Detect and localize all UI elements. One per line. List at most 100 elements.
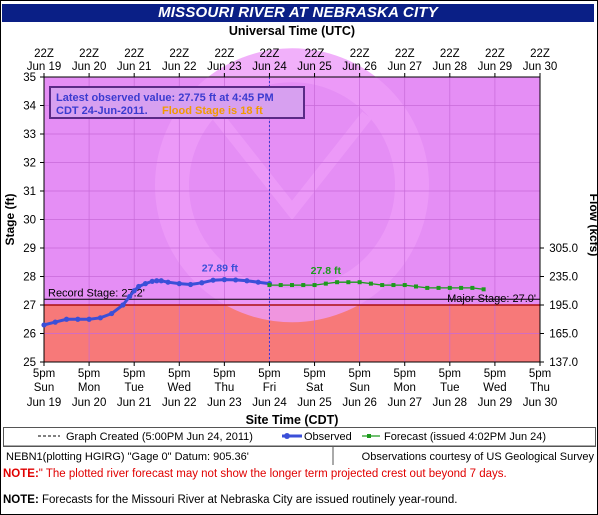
observed-point [131,288,137,294]
bottom-tick-label: 5pm [529,368,551,380]
bottom-tick-label: Jun 20 [72,397,107,409]
bottom-tick-label: 5pm [258,368,280,380]
forecast-point [402,283,407,288]
observed-point [233,277,239,283]
top-tick-label: 22Z [214,48,234,60]
y-tick-label: 25 [23,357,36,369]
bottom-tick-label: 5pm [213,368,235,380]
observed-point [158,278,164,284]
legend-observed-marker [284,433,290,439]
observed-point [199,280,205,286]
note-label: NOTE: [3,468,39,480]
bottom-tick-label: Sun [349,382,369,394]
top-tick-label: Jun 26 [342,61,377,73]
note-label: NOTE: [3,494,39,506]
legend-forecast-marker [367,434,371,438]
bottom-tick-label: Jun 29 [478,397,513,409]
top-tick-label: 22Z [530,48,550,60]
top-tick-label: Jun 28 [433,61,468,73]
bottom-tick-label: Jun 26 [342,397,377,409]
bottom-tick-label: Mon [394,382,416,394]
bottom-tick-label: Jun 23 [207,397,242,409]
y2-axis-title: Flow (kcfs) [587,194,598,257]
major-stage-label: Major Stage: 27.0' [447,293,536,305]
top-tick-label: 22Z [260,48,280,60]
forecast-point [481,287,486,292]
forecast-point [380,283,385,288]
observed-point [136,283,142,290]
top-tick-label: 22Z [34,48,54,60]
observed-peak-label: 27.89 ft [202,263,239,275]
forecast-point [447,285,452,290]
top-tick-label: Jun 23 [207,61,242,73]
y2-tick-label: 165.0 [549,329,578,341]
top-tick-label: Jun 29 [478,61,513,73]
observed-point [149,278,155,284]
observed-point [75,316,81,322]
forecast-point [346,280,351,285]
bottom-tick-label: Wed [483,382,506,394]
bottom-tick-label: Sun [34,382,54,394]
bottom-tick-label: Wed [168,382,191,394]
bottom-tick-label: 5pm [78,368,100,380]
observed-point [109,310,115,317]
bottom-tick-label: 5pm [33,368,55,380]
top-tick-label: Jun 30 [523,61,558,73]
observed-point [97,315,103,321]
bottom-tick-label: Jun 25 [297,397,332,409]
observed-point [255,279,261,285]
forecast-point [436,285,441,290]
observed-point [154,278,160,284]
observed-point [127,293,133,300]
bottom-tick-label: Jun 27 [387,397,422,409]
chart-title: MISSOURI RIVER AT NEBRASKA CITY [2,4,594,22]
gauge-datum-text: NEBN1(plotting HGIRG) "Gage 0" Datum: 90… [6,451,249,463]
y-tick-label: 28 [23,272,36,284]
top-tick-label: Jun 19 [27,61,62,73]
legend-forecast-label: Forecast (issued 4:02PM Jun 24) [384,431,546,443]
observed-point [86,316,92,322]
y-tick-label: 31 [23,186,36,198]
bottom-tick-label: 5pm [394,368,416,380]
bottom-tick-label: Jun 21 [117,397,152,409]
bottom-tick-label: Jun 24 [252,397,287,409]
forecast-note: NOTE:" The plotted river forecast may no… [3,468,507,480]
forecast-point [278,283,283,288]
observed-point [221,277,227,283]
forecast-point [357,280,362,285]
forecast-point [391,283,396,288]
bottom-tick-label: 5pm [348,368,370,380]
forecast-point [425,285,430,290]
y-tick-label: 33 [23,129,36,141]
y-tick-label: 32 [23,158,36,170]
note-text: " The plotted river forecast may not sho… [38,468,507,480]
y-tick-label: 35 [23,72,36,84]
observed-point [187,281,194,288]
forecast-point [368,281,373,286]
observed-point [176,281,182,287]
watermark-bird [212,111,372,220]
bottom-tick-label: 5pm [484,368,506,380]
top-tick-label: Jun 22 [162,61,197,73]
top-tick-label: Jun 21 [117,61,152,73]
y2-tick-label: 137.0 [549,357,578,369]
forecast-point [290,283,294,288]
forecast-point [312,283,317,288]
bottom-tick-label: 5pm [123,368,145,380]
y2-tick-label: 235.0 [549,272,578,284]
bottom-tick-label: Fri [263,382,276,394]
observed-point [165,279,171,285]
bottom-tick-label: Mon [78,382,100,394]
bottom-tick-label: Tue [124,382,143,394]
y-tick-label: 30 [23,215,36,227]
forecast-point [414,284,418,289]
bottom-tick-label: Thu [530,382,550,394]
observed-point [63,316,70,322]
top-tick-label: 22Z [350,48,370,60]
y-tick-label: 27 [23,300,36,312]
y-tick-label: 26 [23,329,36,341]
y-axis-title: Stage (ft) [3,194,17,246]
top-tick-label: Jun 25 [297,61,332,73]
usgs-courtesy-text: Observations courtesy of US Geological S… [362,451,595,463]
